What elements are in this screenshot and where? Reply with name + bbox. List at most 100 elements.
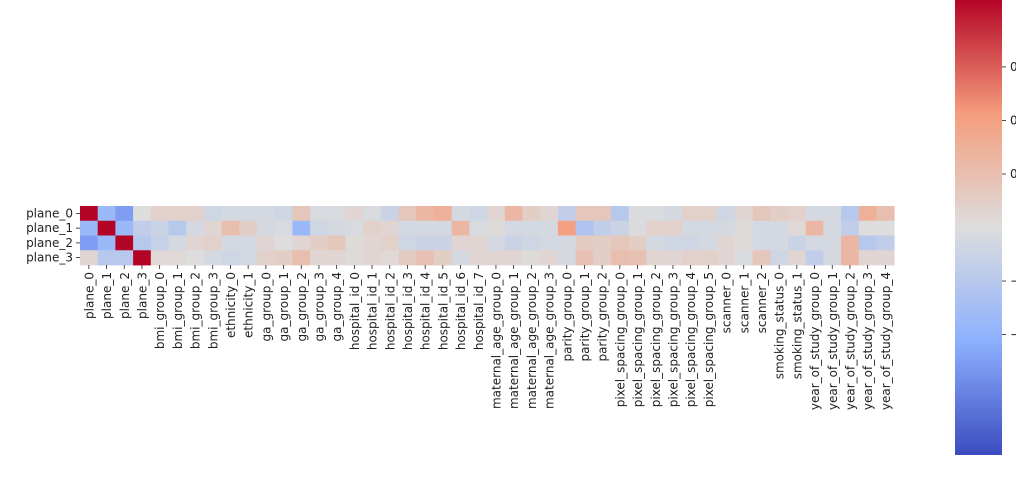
heatmap-cell <box>699 220 718 236</box>
heatmap-cell <box>186 235 205 251</box>
heatmap-cell <box>557 235 576 251</box>
heatmap-cell <box>699 206 718 222</box>
heatmap-cell <box>221 250 240 266</box>
heatmap-cell <box>451 206 470 222</box>
heatmap-cell <box>699 250 718 266</box>
col-label: plane_1 <box>100 272 114 319</box>
heatmap-cell <box>186 206 205 222</box>
heatmap-cell <box>363 220 382 236</box>
heatmap-cell <box>575 250 594 266</box>
heatmap-cell <box>380 250 399 266</box>
heatmap-cell <box>257 206 276 222</box>
heatmap-cell <box>788 235 807 251</box>
heatmap-cell <box>469 235 488 251</box>
heatmap-cell <box>168 235 187 251</box>
heatmap-cell <box>805 250 824 266</box>
heatmap-cell <box>575 235 594 251</box>
heatmap-cell <box>788 206 807 222</box>
heatmap-cell <box>664 220 683 236</box>
heatmap-cell <box>363 250 382 266</box>
heatmap-cell <box>752 206 771 222</box>
heatmap-cell <box>770 206 789 222</box>
heatmap-cell <box>380 220 399 236</box>
heatmap-cell <box>805 235 824 251</box>
col-label: bmi_group_2 <box>189 272 203 349</box>
heatmap-cell <box>221 220 240 236</box>
colorbar-tick-label: 0. <box>1010 167 1016 181</box>
col-label: hospital_id_0 <box>348 272 362 350</box>
heatmap-cell <box>345 220 364 236</box>
heatmap-cell <box>434 220 453 236</box>
heatmap-cell <box>80 235 99 251</box>
heatmap-cell <box>221 235 240 251</box>
heatmap-cell <box>717 250 736 266</box>
heatmap-cell <box>788 220 807 236</box>
heatmap-cell <box>611 220 630 236</box>
heatmap-cell <box>115 235 134 251</box>
heatmap-cell <box>646 220 665 236</box>
colorbar-tick-label: 0. <box>1010 60 1016 74</box>
col-label: ethnicity_0 <box>224 272 238 338</box>
heatmap-cell <box>451 250 470 266</box>
heatmap-cell <box>841 220 860 236</box>
heatmap-cell <box>540 250 559 266</box>
heatmap-cell <box>504 235 523 251</box>
heatmap-cell <box>770 250 789 266</box>
col-label: bmi_group_1 <box>171 272 185 349</box>
col-label: hospital_id_2 <box>383 272 397 350</box>
heatmap-cell <box>203 235 222 251</box>
row-label: plane_3 <box>26 251 73 265</box>
colorbar-gradient <box>955 0 1002 455</box>
heatmap-cell <box>274 250 293 266</box>
col-label: ga_group_1 <box>277 272 291 341</box>
colorbar-tick-label: −0 <box>1010 328 1016 342</box>
heatmap-cell <box>451 235 470 251</box>
heatmap-cell <box>168 220 187 236</box>
col-label: plane_0 <box>82 272 96 319</box>
heatmap-cell <box>115 220 134 236</box>
heatmap-cell <box>876 235 895 251</box>
heatmap-cell <box>416 220 435 236</box>
heatmap-cell <box>664 206 683 222</box>
heatmap-cell <box>593 220 612 236</box>
heatmap-cell <box>398 220 417 236</box>
col-label: year_of_study_group_4 <box>879 272 893 410</box>
heatmap-cell <box>646 250 665 266</box>
heatmap-cell <box>327 235 346 251</box>
col-label: bmi_group_0 <box>153 272 167 349</box>
heatmap-cell <box>363 206 382 222</box>
heatmap-cell <box>292 250 311 266</box>
col-label: smoking_status_0 <box>773 272 787 379</box>
heatmap-cell <box>239 250 258 266</box>
heatmap-cell <box>540 206 559 222</box>
heatmap-cell <box>540 235 559 251</box>
col-label: plane_2 <box>118 272 132 319</box>
col-label: year_of_study_group_0 <box>808 272 822 410</box>
heatmap-cell <box>203 250 222 266</box>
heatmap-cell <box>310 250 329 266</box>
heatmap-cell <box>97 220 116 236</box>
heatmap-cell <box>186 220 205 236</box>
heatmap-cell <box>823 220 842 236</box>
heatmap-cell <box>752 250 771 266</box>
heatmap-cell <box>416 235 435 251</box>
col-label: smoking_status_1 <box>790 272 804 379</box>
heatmap-cell <box>628 220 647 236</box>
heatmap-cell <box>593 235 612 251</box>
heatmap-cell <box>239 220 258 236</box>
col-label: ga_group_3 <box>312 272 326 341</box>
heatmap-cell <box>133 206 152 222</box>
heatmap-cell <box>504 250 523 266</box>
heatmap-cell <box>168 250 187 266</box>
col-label: parity_group_1 <box>578 272 592 362</box>
heatmap-cell <box>522 250 541 266</box>
col-label: hospital_id_4 <box>419 272 433 350</box>
heatmap-cell <box>434 206 453 222</box>
heatmap-cell <box>681 206 700 222</box>
heatmap-cell <box>150 250 169 266</box>
heatmap-cell <box>380 235 399 251</box>
heatmap-cell <box>699 235 718 251</box>
col-label: maternal_age_group_3 <box>543 272 557 409</box>
heatmap-cell <box>203 206 222 222</box>
